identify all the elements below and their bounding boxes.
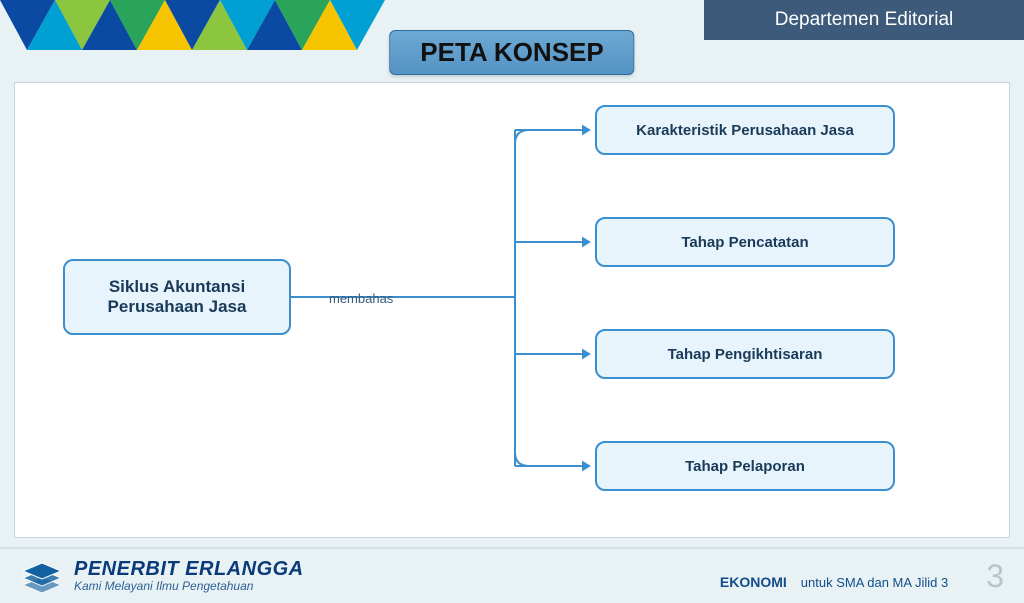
page-title: PETA KONSEP [420, 37, 603, 67]
department-label: Departemen Editorial [775, 9, 953, 31]
concept-map-panel: Siklus AkuntansiPerusahaan Jasa Karakteri… [14, 82, 1010, 538]
edge-label: membahas [329, 291, 393, 306]
page-number: 3 [986, 558, 1004, 595]
subject-label: EKONOMI [720, 574, 787, 590]
footer-bar: PENERBIT ERLANGGA Kami Melayani Ilmu Pen… [0, 547, 1024, 603]
book-stack-icon [20, 557, 64, 595]
footer-right: EKONOMI untuk SMA dan MA Jilid 3 3 [720, 558, 1004, 595]
child-node-0: Karakteristik Perusahaan Jasa [595, 105, 895, 155]
publisher-name: PENERBIT ERLANGGA [74, 559, 304, 580]
child-node-1: Tahap Pencatatan [595, 217, 895, 267]
series-label: untuk SMA dan MA Jilid 3 [801, 575, 948, 590]
publisher-logo-block: PENERBIT ERLANGGA Kami Melayani Ilmu Pen… [20, 557, 304, 595]
publisher-tagline: Kami Melayani Ilmu Pengetahuan [74, 580, 304, 593]
department-bar: Departemen Editorial [704, 0, 1024, 40]
child-node-2: Tahap Pengikhtisaran [595, 329, 895, 379]
page-title-badge: PETA KONSEP [389, 30, 634, 75]
header-triangles [0, 0, 420, 62]
root-node: Siklus AkuntansiPerusahaan Jasa [63, 259, 291, 335]
child-node-3: Tahap Pelaporan [595, 441, 895, 491]
